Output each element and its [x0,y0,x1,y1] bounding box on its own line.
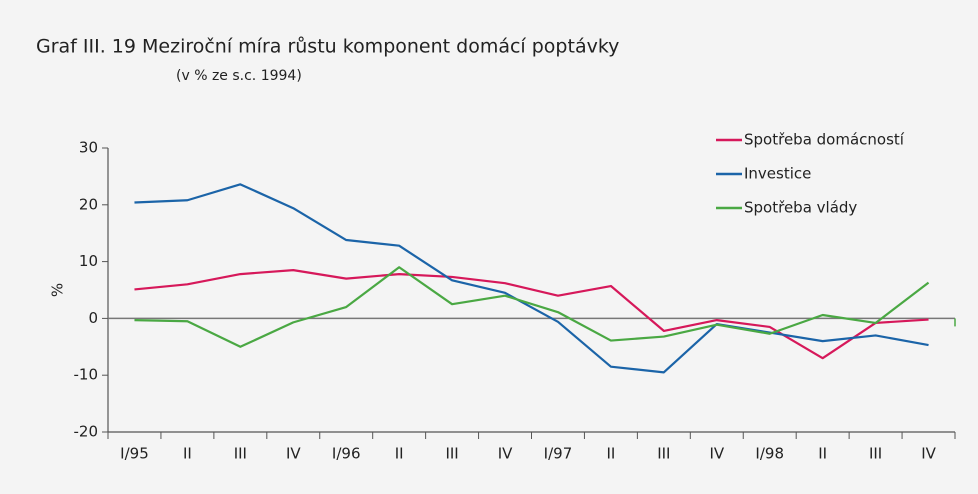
x-tick-label: II [183,445,192,463]
y-tick-label: 0 [88,309,98,327]
x-tick-label: II [395,445,404,463]
series-line [134,183,929,374]
legend-label: Spotřeba domácností [744,131,905,149]
y-tick-label: 10 [79,252,98,270]
x-tick-label: I/96 [332,445,361,463]
x-tick-label: IV [709,445,724,463]
y-tick-label: -10 [74,366,99,384]
chart-title: Graf III. 19 Meziroční míra růstu kompon… [36,36,619,58]
x-tick-label: III [234,445,247,463]
x-tick-label: IV [921,445,936,463]
x-tick-label: IV [286,445,301,463]
x-tick-label: I/98 [755,445,784,463]
y-tick-label: -20 [74,423,99,441]
x-tick-label: III [445,445,458,463]
x-tick-label: III [657,445,670,463]
x-tick-label: III [869,445,882,463]
y-tick-label: 20 [79,195,98,213]
x-tick-label: II [606,445,615,463]
x-tick-label: II [818,445,827,463]
y-tick-label: 30 [79,139,98,157]
series-line [134,266,930,348]
x-tick-label: I/97 [544,445,573,463]
chart-subtitle: (v % ze s.c. 1994) [176,68,302,84]
legend-label: Spotřeba vlády [744,199,857,217]
x-tick-label: IV [498,445,513,463]
series-line [134,269,929,360]
legend-label: Investice [744,165,811,183]
y-axis-label: % [49,283,67,297]
x-tick-label: I/95 [120,445,149,463]
